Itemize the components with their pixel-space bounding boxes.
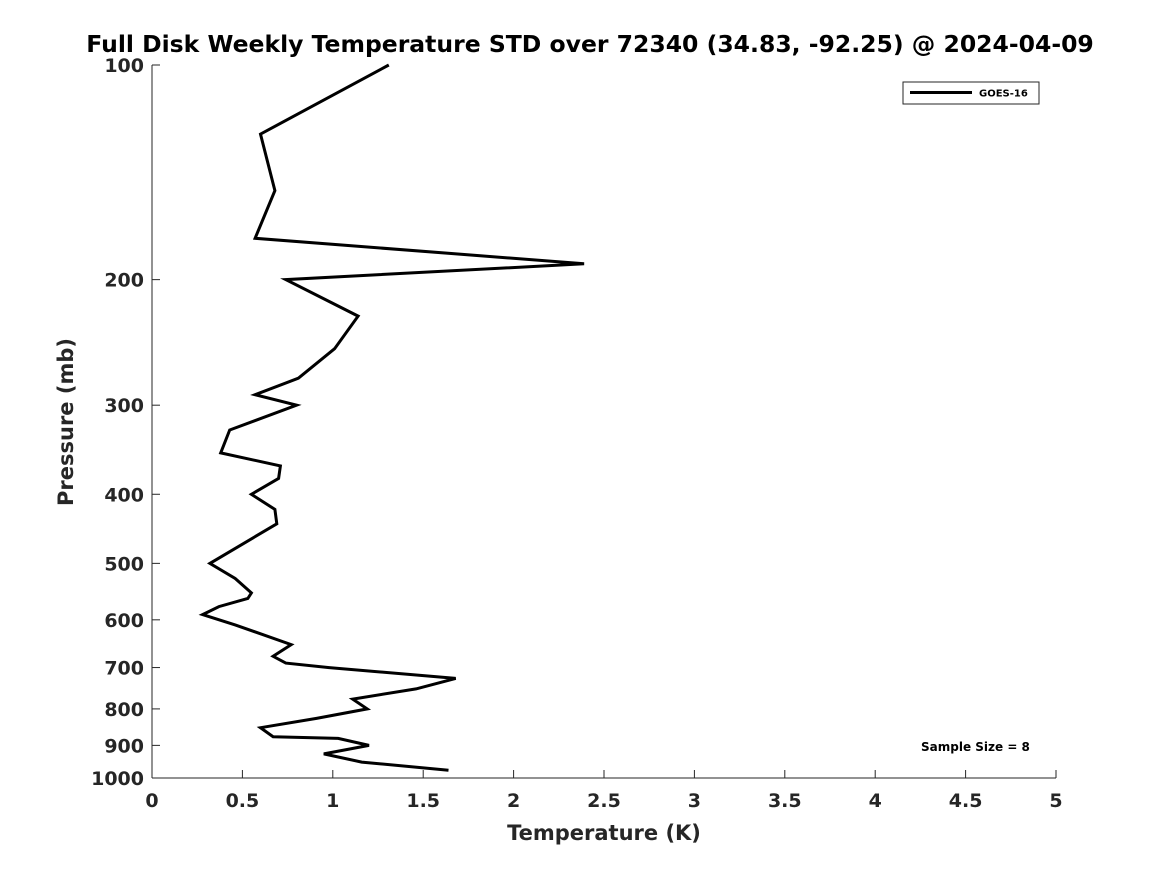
x-tick-label: 3 [688, 790, 701, 812]
chart-title: Full Disk Weekly Temperature STD over 72… [86, 30, 1094, 58]
y-tick-label: 700 [104, 658, 144, 680]
plot-area [151, 65, 1056, 779]
series-layer [198, 63, 585, 772]
x-tick-label: 5 [1049, 790, 1062, 812]
x-tick-label: 2 [507, 790, 520, 812]
y-tick-label: 500 [104, 553, 144, 575]
x-ticks: 0 0.5 1 1.5 2 2.5 3 3.5 4 4.5 5 [145, 770, 1063, 812]
x-tick-label: 0 [145, 790, 158, 812]
x-tick-label: 4.5 [949, 790, 983, 812]
y-tick-label: 400 [104, 484, 144, 506]
x-axis-label: Temperature (K) [507, 821, 701, 845]
y-ticks: 100 200 300 400 500 600 700 800 900 1000 [91, 55, 160, 790]
y-tick-label: 200 [104, 270, 144, 292]
x-tick-label: 1.5 [406, 790, 440, 812]
series-line-goes-16 [198, 63, 585, 772]
x-tick-label: 4 [869, 790, 882, 812]
y-axis-label: Pressure (mb) [54, 338, 78, 506]
y-tick-label: 600 [104, 610, 144, 632]
y-tick-label: 800 [104, 699, 144, 721]
x-tick-label: 1 [326, 790, 339, 812]
y-tick-label: 1000 [91, 768, 144, 790]
legend-label-goes-16: GOES-16 [979, 89, 1028, 100]
x-tick-label: 0.5 [226, 790, 260, 812]
y-tick-label: 100 [104, 55, 144, 77]
sample-size-annotation: Sample Size = 8 [921, 740, 1030, 754]
x-tick-label: 3.5 [768, 790, 802, 812]
x-tick-label: 2.5 [587, 790, 621, 812]
y-tick-label: 900 [104, 735, 144, 757]
y-tick-label: 300 [104, 395, 144, 417]
legend: GOES-16 [902, 81, 1040, 105]
